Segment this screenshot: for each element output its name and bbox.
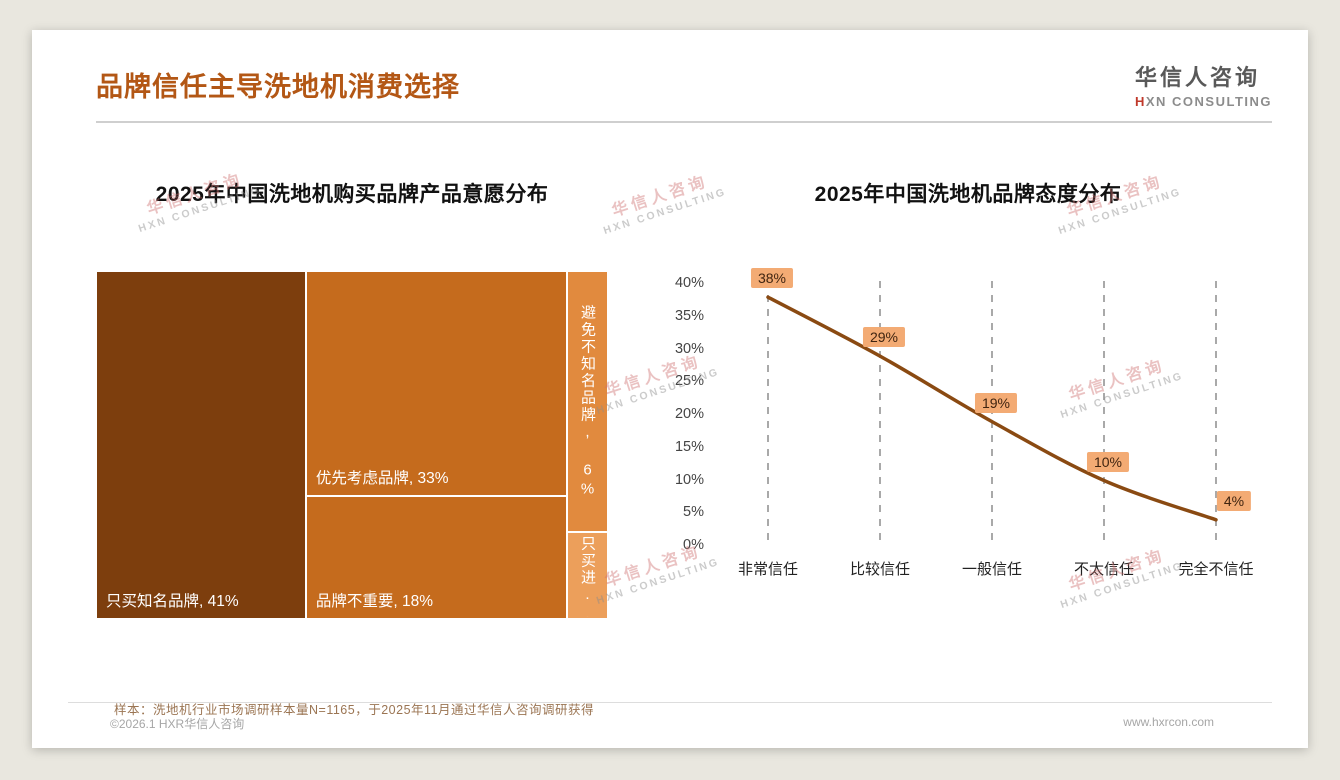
- treemap-chart: 只买知名品牌, 41% 优先考虑品牌, 33% 品牌不重要, 18% 避免不知名品牌,…: [96, 271, 608, 619]
- data-point-label: 19%: [974, 392, 1018, 413]
- vertical-gridline: [991, 281, 993, 546]
- y-axis: 0% 5% 10% 15% 20% 25% 30% 35% 40%: [664, 271, 712, 553]
- treemap-segment-label: 避免不知名品牌, 6%: [579, 304, 596, 499]
- data-point-label: 4%: [1216, 490, 1252, 511]
- line-chart-section: 2025年中国洗地机品牌态度分布 0% 5% 10% 15% 20% 25% 30% 35% 4…: [664, 178, 1272, 619]
- vertical-gridline: [767, 281, 769, 546]
- logo-chinese-name: 华信人咨询: [1134, 65, 1260, 90]
- slide-card: 品牌信任主导洗地机消费选择 华信人咨询 HXN CONSULTING 2025年…: [32, 30, 1308, 748]
- company-logo: 华信人咨询 HXN CONSULTING: [1135, 60, 1272, 109]
- y-tick-label: 35%: [674, 307, 704, 324]
- logo-letter-h: H: [1134, 94, 1146, 109]
- x-category-label: 不太信任: [1073, 561, 1134, 578]
- page-title: 品牌信任主导洗地机消费选择: [96, 72, 460, 102]
- vertical-gridline: [879, 281, 881, 546]
- x-category-label: 一般信任: [961, 561, 1022, 578]
- treemap-title: 2025年中国洗地机购买品牌产品意愿分布: [155, 183, 549, 206]
- y-tick-label: 15%: [674, 438, 704, 455]
- title-divider: [96, 121, 1272, 123]
- treemap-segment-品牌不重要: 品牌不重要, 18%: [305, 496, 568, 619]
- website-link[interactable]: www.hxrcon.com: [1123, 715, 1214, 729]
- vertical-gridline: [1103, 281, 1105, 546]
- treemap-segment-只买知名品牌: 只买知名品牌, 41%: [96, 271, 306, 619]
- x-category-label: 比较信任: [849, 561, 910, 578]
- trend-line-svg: [766, 295, 1218, 522]
- treemap-segment-label: 只买知名品牌, 41%: [106, 593, 239, 610]
- x-axis: 非常信任 比较信任 一般信任 不太信任 完全不信任: [712, 558, 1272, 579]
- treemap-segment-label: 品牌不重要, 18%: [315, 592, 434, 610]
- sample-note: 样本：洗地机行业市场调研样本量N=1165，于2025年11月通过华信人咨询调研…: [114, 703, 594, 717]
- line-chart-title: 2025年中国洗地机品牌态度分布: [814, 183, 1122, 206]
- copyright-text: ©2026.1 HXR华信人咨询: [110, 717, 245, 731]
- y-tick-label: 20%: [674, 406, 704, 423]
- bottom-bar: ©2026.1 HXR华信人咨询 www.hxrcon.com: [68, 702, 1272, 732]
- header: 品牌信任主导洗地机消费选择 华信人咨询 HXN CONSULTING: [32, 30, 1308, 109]
- charts-row: 2025年中国洗地机购买品牌产品意愿分布 只买知名品牌, 41% 优先考虑品牌, …: [32, 178, 1308, 619]
- data-point-label: 29%: [862, 327, 906, 348]
- x-category-label: 非常信任: [737, 561, 798, 578]
- treemap-segment-避免不知名品牌: 避免不知名品牌, 6%: [567, 271, 608, 532]
- trend-line: [766, 295, 1218, 522]
- vertical-gridline: [1215, 281, 1217, 546]
- logo-english-name: HXN CONSULTING: [1135, 94, 1272, 109]
- treemap-section: 2025年中国洗地机购买品牌产品意愿分布 只买知名品牌, 41% 优先考虑品牌, …: [96, 178, 608, 619]
- plot-area: 38% 29% 19% 10% 4%: [712, 268, 1272, 546]
- data-point-label: 38%: [750, 268, 794, 289]
- y-tick-label: 30%: [674, 340, 704, 357]
- treemap-segment-label: 优先考虑品牌, 33%: [315, 470, 449, 488]
- y-tick-label: 40%: [674, 275, 704, 292]
- y-tick-label: 0%: [683, 537, 704, 553]
- y-tick-label: 25%: [674, 373, 704, 390]
- line-chart: 0% 5% 10% 15% 20% 25% 30% 35% 40% 38% 29% 19% 10% 4%: [664, 268, 1272, 553]
- y-tick-label: 10%: [674, 471, 704, 488]
- treemap-segment-label: 只买进...: [579, 534, 596, 617]
- treemap-segment-只买进...: 只买进...: [567, 532, 608, 619]
- data-point-label: 10%: [1086, 451, 1130, 472]
- logo-letters-rest: XN CONSULTING: [1145, 94, 1272, 109]
- y-tick-label: 5%: [683, 504, 704, 521]
- treemap-segment-优先考虑品牌: 优先考虑品牌, 33%: [305, 271, 568, 497]
- x-category-label: 完全不信任: [1178, 561, 1254, 578]
